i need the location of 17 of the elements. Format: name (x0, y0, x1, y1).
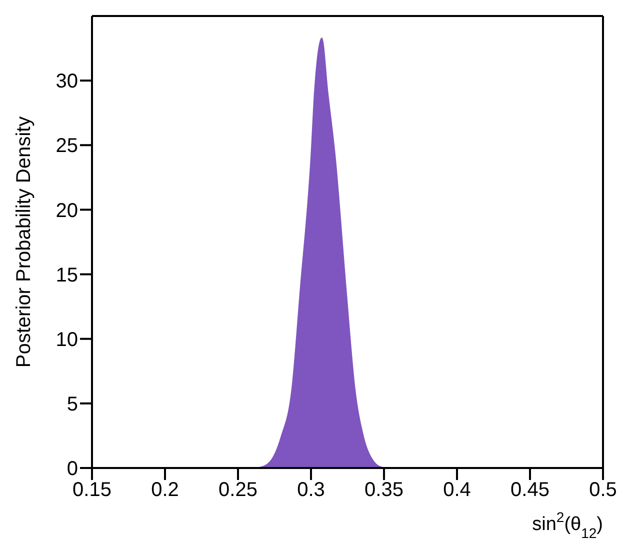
y-tick-label: 5 (66, 394, 78, 416)
x-tick-label: 0.2 (151, 479, 179, 502)
x-tick-label: 0.3 (297, 479, 325, 502)
y-tick-label: 30 (56, 70, 78, 93)
x-tick-label: 0.45 (510, 479, 550, 502)
x-tick-label: 0.25 (218, 479, 258, 502)
y-tick-label: 0 (66, 458, 78, 480)
y-tick-label: 25 (56, 135, 78, 158)
y-tick-label: 20 (56, 200, 78, 222)
x-tick-label: 0.5 (589, 479, 617, 502)
y-tick-label: 15 (56, 264, 78, 286)
x-axis-title: sin$^{2}$(θ$_{12}$) (532, 509, 603, 541)
x-tick-label: 0.15 (72, 479, 112, 502)
x-tick-label: 0.35 (364, 479, 404, 502)
y-tick-label: 10 (56, 328, 78, 351)
y-axis-title: Posterior Probability Density (13, 116, 35, 368)
x-tick-label: 0.4 (443, 479, 471, 502)
